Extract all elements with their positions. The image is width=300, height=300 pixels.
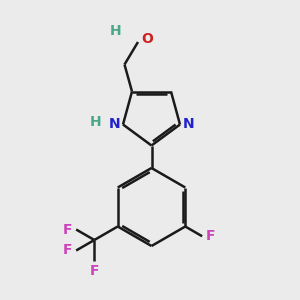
Text: H: H <box>90 115 101 129</box>
Text: F: F <box>90 264 99 278</box>
Text: N: N <box>182 118 194 131</box>
Text: N: N <box>109 118 121 131</box>
Text: H: H <box>110 24 122 38</box>
Text: F: F <box>206 229 215 243</box>
Text: F: F <box>63 223 73 236</box>
Text: O: O <box>142 32 154 46</box>
Text: F: F <box>63 244 73 257</box>
